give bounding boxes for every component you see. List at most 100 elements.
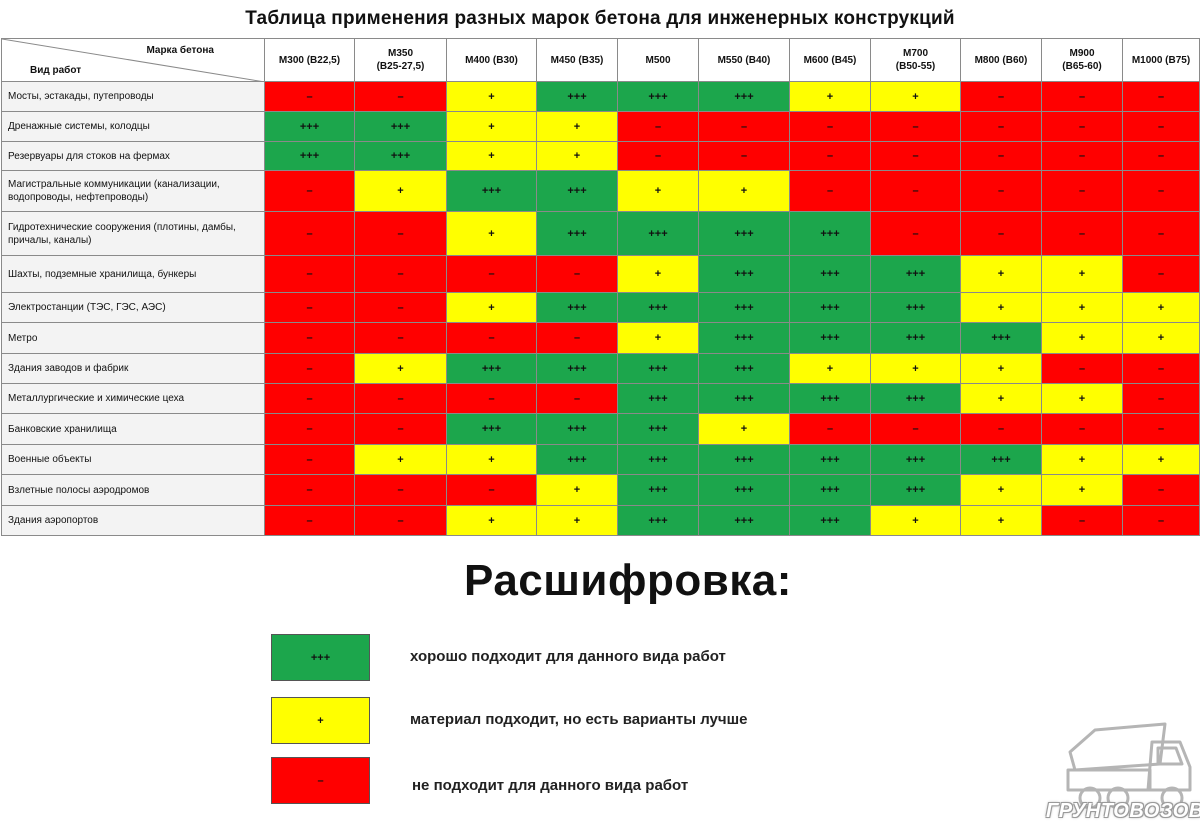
suitability-cell: + xyxy=(698,170,790,212)
legend-symbol-ok: + xyxy=(317,714,324,727)
grade-name: М1000 (В75) xyxy=(1131,54,1191,66)
suitability-cell: +++ xyxy=(698,444,790,475)
suitability-cell: +++ xyxy=(789,255,871,293)
suitability-cell: + xyxy=(536,111,618,142)
table-row: Шахты, подземные хранилища, бункеры – – – – +… xyxy=(1,255,1200,293)
suitability-cell: – xyxy=(354,211,447,256)
suitability-cell: +++ xyxy=(870,383,961,414)
suitability-cell: – xyxy=(789,170,871,212)
suitability-cell: + xyxy=(960,292,1042,323)
suitability-cell: – xyxy=(536,255,618,293)
grade-header: М400 (В30) xyxy=(446,38,537,82)
page-title: Таблица применения разных марок бетона д… xyxy=(245,8,955,29)
grade-class: (В50-55) xyxy=(895,61,936,72)
suitability-cell: – xyxy=(354,292,447,323)
suitability-cell: – xyxy=(264,322,355,354)
logo-text: ГРУНТОВОЗОВ xyxy=(1046,800,1200,822)
table-row: Военные объекты – + + +++ +++ +++ +++ +++ +++ + + xyxy=(1,444,1200,475)
suitability-cell: +++ xyxy=(698,474,790,506)
suitability-cell: +++ xyxy=(446,353,537,384)
suitability-cell: +++ xyxy=(536,444,618,475)
suitability-cell: – xyxy=(264,413,355,445)
suitability-cell: + xyxy=(1041,444,1123,475)
suitability-cell: +++ xyxy=(617,413,699,445)
grade-header: М600 (В45) xyxy=(789,38,871,82)
suitability-cell: – xyxy=(446,322,537,354)
suitability-cell: – xyxy=(1122,111,1200,142)
suitability-cell: + xyxy=(446,211,537,256)
corner-diagonal xyxy=(2,39,259,81)
legend-swatch-good: +++ xyxy=(271,634,370,681)
suitability-cell: – xyxy=(1122,383,1200,414)
suitability-cell: – xyxy=(1122,474,1200,506)
work-type-label: Резервуары для стоков на фермах xyxy=(1,141,265,171)
suitability-cell: – xyxy=(960,413,1042,445)
grade-header: М900 (В65-60) xyxy=(1041,38,1123,82)
suitability-cell: – xyxy=(264,81,355,112)
work-type-label: Взлетные полосы аэродромов xyxy=(1,474,265,506)
suitability-cell: + xyxy=(789,353,871,384)
suitability-cell: +++ xyxy=(870,444,961,475)
grade-header: М500 xyxy=(617,38,699,82)
grade-class: (В65-60) xyxy=(1062,61,1102,72)
work-type-label: Электростанции (ТЭС, ГЭС, АЭС) xyxy=(1,292,265,323)
suitability-cell: +++ xyxy=(446,413,537,445)
suitability-cell: +++ xyxy=(536,413,618,445)
suitability-cell: – xyxy=(960,141,1042,171)
suitability-cell: – xyxy=(354,413,447,445)
table-row: Здания аэропортов – – + + +++ +++ +++ + + – – xyxy=(1,505,1200,536)
grade-name: М500 xyxy=(645,54,671,66)
suitability-cell: – xyxy=(536,383,618,414)
suitability-cell: + xyxy=(617,170,699,212)
suitability-cell: + xyxy=(1041,292,1123,323)
suitability-cell: + xyxy=(1122,292,1200,323)
suitability-cell: + xyxy=(354,170,447,212)
suitability-cell: +++ xyxy=(789,505,871,536)
dump-truck-icon xyxy=(1066,722,1192,810)
grade-name: М400 (В30) xyxy=(465,54,518,66)
suitability-cell: +++ xyxy=(870,292,961,323)
suitability-cell: + xyxy=(446,111,537,142)
suitability-cell: – xyxy=(1122,141,1200,171)
work-type-label: Мосты, эстакады, путепроводы xyxy=(1,81,265,112)
suitability-cell: – xyxy=(870,413,961,445)
suitability-cell: – xyxy=(1041,211,1123,256)
suitability-cell: +++ xyxy=(698,353,790,384)
suitability-cell: – xyxy=(264,505,355,536)
suitability-cell: + xyxy=(536,474,618,506)
table-row: Электростанции (ТЭС, ГЭС, АЭС) – – + +++ +++ +… xyxy=(1,292,1200,323)
suitability-cell: – xyxy=(264,474,355,506)
work-type-axis-label: Вид работ xyxy=(30,65,82,76)
suitability-cell: – xyxy=(354,505,447,536)
suitability-cell: + xyxy=(960,505,1042,536)
suitability-cell: +++ xyxy=(698,505,790,536)
suitability-cell: +++ xyxy=(960,444,1042,475)
suitability-cell: + xyxy=(1041,474,1123,506)
table-row: Метро – – – – + +++ +++ +++ +++ + + xyxy=(1,322,1200,354)
suitability-cell: + xyxy=(1041,255,1123,293)
suitability-cell: – xyxy=(1041,81,1123,112)
suitability-cell: – xyxy=(264,383,355,414)
legend-swatch-bad: – xyxy=(271,757,370,804)
grade-header: М1000 (В75) xyxy=(1122,38,1200,82)
suitability-cell: +++ xyxy=(536,353,618,384)
suitability-cell: + xyxy=(617,255,699,293)
suitability-cell: + xyxy=(536,141,618,171)
suitability-cell: +++ xyxy=(789,474,871,506)
table-corner-header: Марка бетона Вид работ xyxy=(1,38,265,82)
table-row: Банковские хранилища – – +++ +++ +++ + – – – – – xyxy=(1,413,1200,445)
grade-class: (В25-27,5) xyxy=(376,61,425,72)
suitability-cell: + xyxy=(870,505,961,536)
table-row: Гидротехнические сооружения (плотины, да… xyxy=(1,211,1200,256)
suitability-cell: – xyxy=(264,444,355,475)
suitability-cell: +++ xyxy=(536,211,618,256)
suitability-cell: +++ xyxy=(536,170,618,212)
suitability-cell: – xyxy=(960,111,1042,142)
table-header-row: Марка бетона Вид работ М300 (В22,5) М350 (… xyxy=(1,38,1200,82)
suitability-cell: +++ xyxy=(789,292,871,323)
suitability-cell: +++ xyxy=(536,81,618,112)
suitability-cell: + xyxy=(1122,322,1200,354)
legend-swatch-ok: + xyxy=(271,697,370,744)
suitability-cell: – xyxy=(264,353,355,384)
suitability-cell: + xyxy=(789,81,871,112)
